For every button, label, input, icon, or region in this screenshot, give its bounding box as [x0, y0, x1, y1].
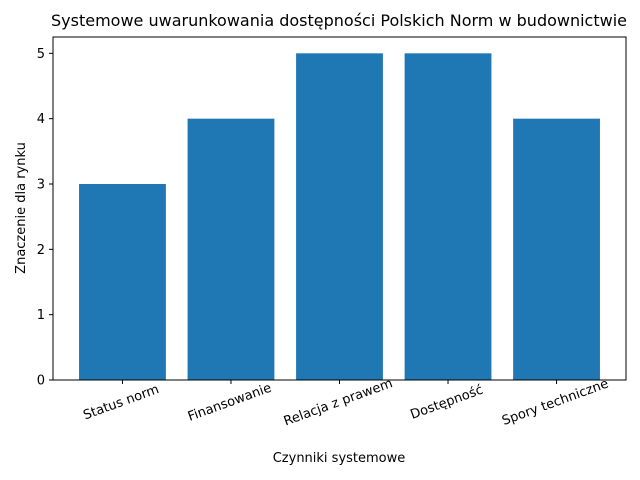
- bar: [187, 118, 275, 381]
- x-axis-label: Czynniki systemowe: [273, 451, 406, 466]
- plot-frame: [52, 36, 627, 381]
- y-tick-label: 2: [37, 243, 45, 258]
- y-tick-label: 1: [37, 308, 45, 323]
- bar: [79, 184, 166, 380]
- y-tick-label: 3: [37, 178, 45, 193]
- chart-title: Systemowe uwarunkowania dostępności Pols…: [51, 11, 627, 30]
- y-axis-label: Znaczenie dla rynku: [14, 142, 29, 274]
- x-tick-label: Status norm: [81, 382, 161, 423]
- y-tick-label: 5: [37, 47, 45, 62]
- y-tick-label: 4: [37, 112, 45, 127]
- x-tick-label: Spory techniczne: [500, 376, 611, 428]
- bar: [404, 53, 492, 380]
- y-tick-label: 0: [37, 374, 45, 389]
- bar: [513, 118, 600, 381]
- x-tick-label: Finansowanie: [186, 381, 274, 425]
- x-tick-label: Relacja z prawem: [282, 376, 395, 429]
- x-tick-label: Dostępność: [408, 383, 485, 423]
- bar: [296, 53, 383, 380]
